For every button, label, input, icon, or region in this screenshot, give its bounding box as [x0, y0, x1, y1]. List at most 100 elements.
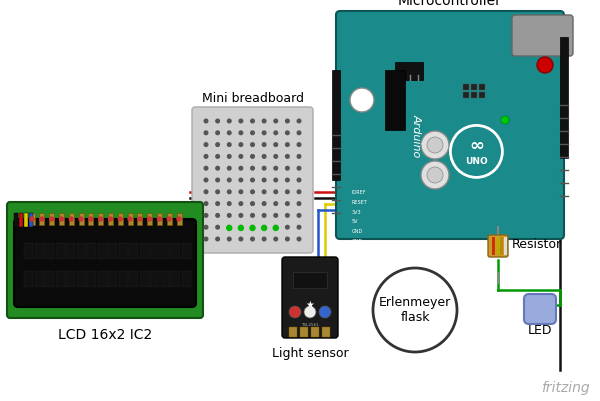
Circle shape — [239, 214, 242, 217]
Bar — [24, 271, 33, 287]
Circle shape — [118, 217, 122, 221]
Circle shape — [50, 217, 53, 221]
Circle shape — [216, 119, 220, 123]
Circle shape — [262, 237, 266, 241]
Circle shape — [177, 217, 181, 221]
Bar — [463, 84, 469, 90]
Circle shape — [239, 143, 242, 146]
Bar — [24, 213, 28, 227]
Circle shape — [297, 178, 301, 182]
Circle shape — [297, 225, 301, 229]
Circle shape — [297, 119, 301, 123]
Circle shape — [297, 166, 301, 170]
Text: ★: ★ — [305, 300, 314, 310]
Bar — [385, 70, 405, 130]
Circle shape — [297, 190, 301, 194]
Circle shape — [297, 214, 301, 217]
Text: Light sensor: Light sensor — [272, 346, 349, 360]
Circle shape — [286, 237, 289, 241]
Bar — [171, 243, 180, 259]
Circle shape — [274, 225, 278, 229]
Circle shape — [216, 143, 220, 146]
Circle shape — [274, 214, 278, 217]
Circle shape — [40, 217, 44, 221]
Circle shape — [216, 190, 220, 194]
Circle shape — [274, 143, 278, 146]
Circle shape — [262, 225, 266, 229]
Circle shape — [262, 214, 266, 217]
Bar — [176, 213, 182, 225]
Circle shape — [204, 214, 208, 217]
Bar — [77, 271, 86, 287]
Circle shape — [239, 178, 242, 182]
Bar — [119, 243, 128, 259]
Bar — [471, 84, 477, 90]
Circle shape — [216, 178, 220, 182]
Circle shape — [204, 119, 208, 123]
Bar — [500, 237, 503, 255]
Circle shape — [286, 225, 289, 229]
Circle shape — [274, 131, 278, 135]
Circle shape — [79, 217, 83, 221]
Bar — [137, 213, 142, 225]
Circle shape — [204, 143, 208, 146]
Circle shape — [227, 202, 231, 205]
Bar — [479, 84, 485, 90]
Circle shape — [138, 217, 142, 221]
Text: Erlenmeyer
flask: Erlenmeyer flask — [379, 296, 451, 324]
Circle shape — [286, 131, 289, 135]
Circle shape — [537, 57, 553, 73]
Circle shape — [167, 217, 171, 221]
Circle shape — [227, 143, 231, 146]
Circle shape — [273, 225, 278, 231]
Circle shape — [274, 190, 278, 194]
Circle shape — [274, 202, 278, 205]
Circle shape — [373, 268, 457, 352]
Circle shape — [227, 225, 232, 231]
Bar — [56, 271, 65, 287]
Bar — [66, 271, 75, 287]
Circle shape — [239, 225, 242, 229]
Circle shape — [262, 143, 266, 146]
Bar — [97, 271, 107, 287]
Bar — [56, 243, 65, 259]
Bar — [87, 271, 96, 287]
Circle shape — [501, 116, 509, 124]
Circle shape — [227, 237, 231, 241]
Circle shape — [69, 217, 73, 221]
Bar — [496, 237, 499, 255]
Circle shape — [297, 237, 301, 241]
Circle shape — [286, 202, 289, 205]
Circle shape — [227, 178, 231, 182]
Bar — [40, 213, 44, 225]
Circle shape — [204, 190, 208, 194]
Circle shape — [286, 178, 289, 182]
Circle shape — [251, 225, 254, 229]
Circle shape — [239, 237, 242, 241]
Circle shape — [262, 166, 266, 170]
Circle shape — [251, 143, 254, 146]
Bar — [293, 272, 327, 288]
Circle shape — [251, 237, 254, 241]
Circle shape — [204, 225, 208, 229]
Bar — [139, 243, 149, 259]
Circle shape — [297, 155, 301, 158]
Circle shape — [274, 237, 278, 241]
Circle shape — [251, 155, 254, 158]
Text: Mini breadboard: Mini breadboard — [202, 91, 304, 105]
Bar — [300, 327, 308, 337]
Bar — [147, 213, 152, 225]
Circle shape — [157, 217, 161, 221]
Bar — [108, 243, 117, 259]
Circle shape — [239, 202, 242, 205]
Circle shape — [250, 225, 255, 231]
Bar — [128, 213, 133, 225]
Circle shape — [238, 225, 244, 231]
Bar — [311, 327, 319, 337]
Circle shape — [239, 155, 242, 158]
Bar — [161, 271, 170, 287]
Bar — [119, 271, 128, 287]
Circle shape — [227, 214, 231, 217]
Circle shape — [239, 131, 242, 135]
Circle shape — [262, 202, 266, 205]
